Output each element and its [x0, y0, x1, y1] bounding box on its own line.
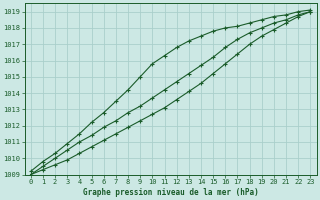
- X-axis label: Graphe pression niveau de la mer (hPa): Graphe pression niveau de la mer (hPa): [83, 188, 259, 197]
